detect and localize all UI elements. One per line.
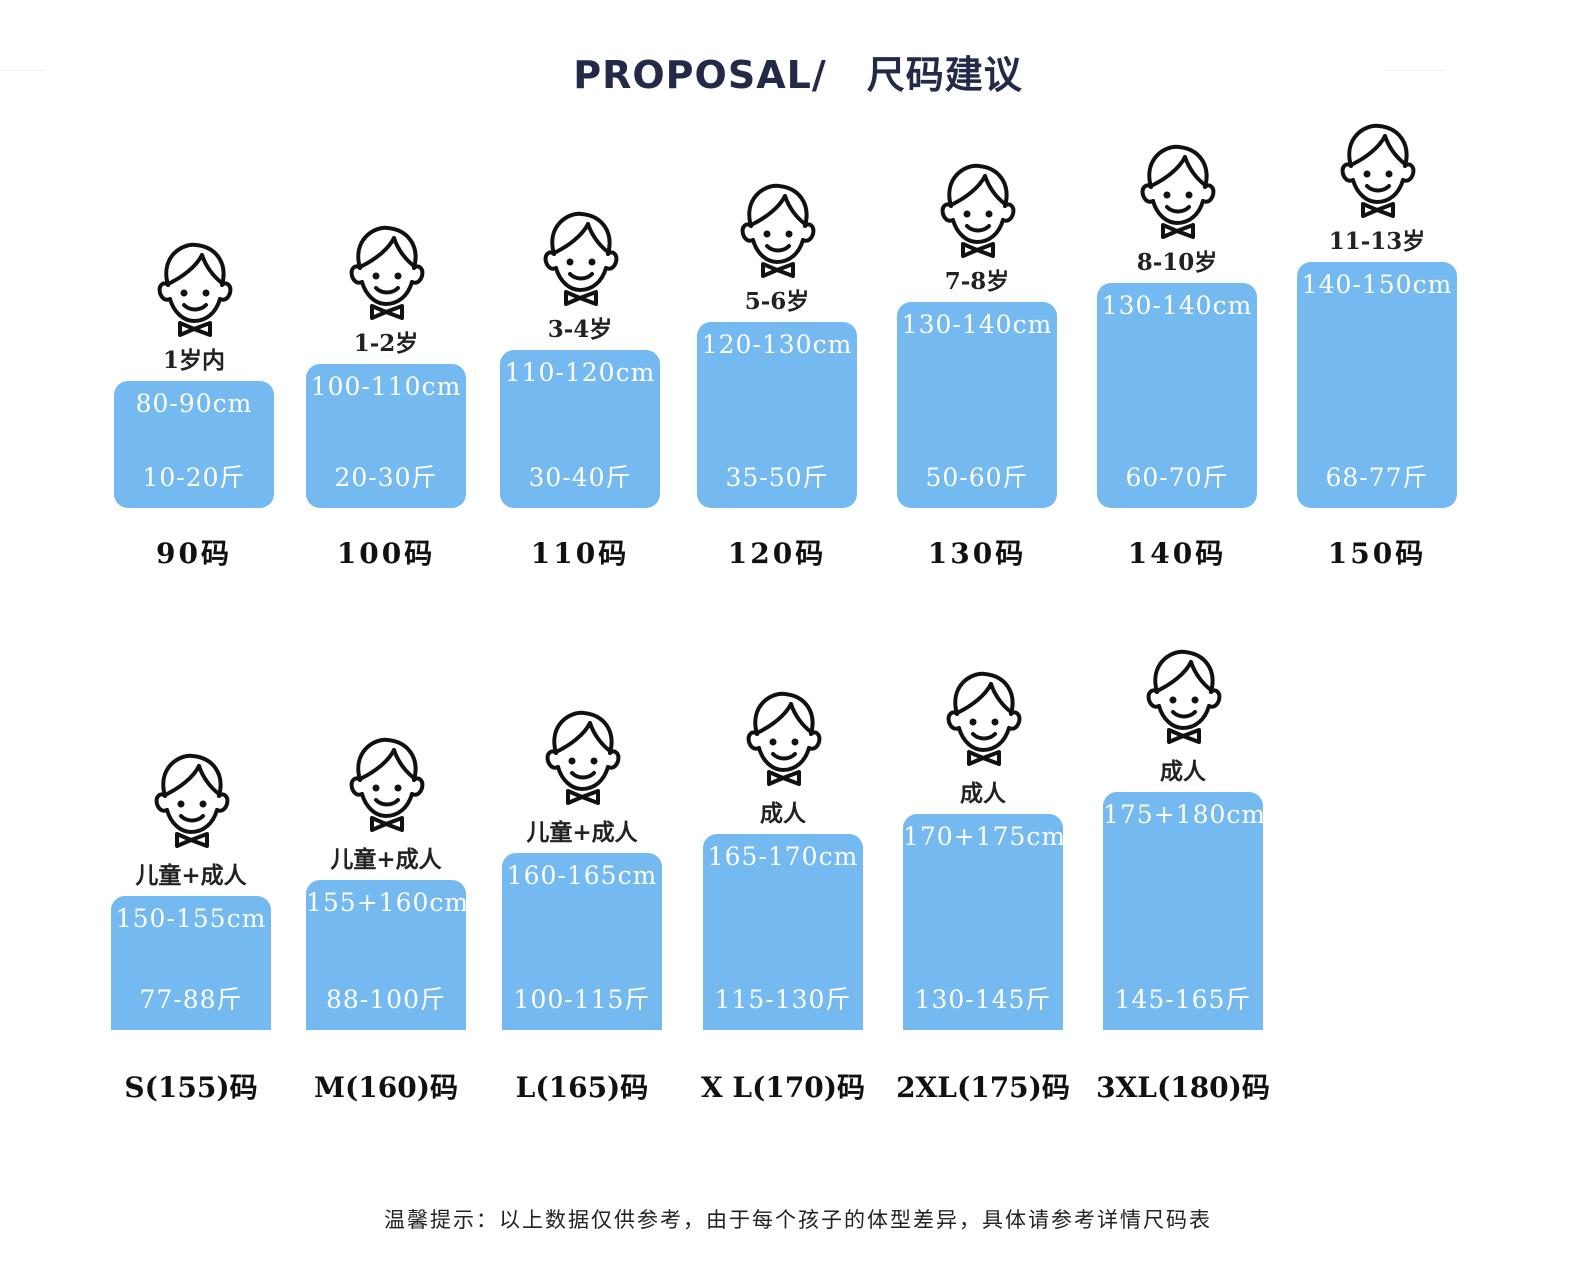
size-card: 175+180cm 145-165斤: [1103, 792, 1267, 1030]
age-label: 成人: [760, 800, 806, 827]
child-face-icon: [1135, 139, 1219, 239]
size-card: 80-90cm 10-20斤: [114, 381, 274, 508]
child-face-icon: [741, 686, 825, 786]
height-range: 165-170cm: [707, 842, 859, 871]
weight-range: 30-40斤: [528, 463, 632, 492]
height-range: 150-155cm: [115, 904, 267, 933]
child-face-icon: [1141, 644, 1225, 744]
height-range: 110-120cm: [504, 358, 656, 387]
age-label: 成人: [1160, 758, 1206, 785]
weight-range: 10-20斤: [142, 463, 246, 492]
weight-range: 100-115斤: [513, 985, 651, 1014]
size-label: 150码: [1327, 537, 1427, 570]
page-title-cn: 尺码建议: [866, 53, 1023, 97]
height-range: 175+180cm: [1103, 800, 1267, 829]
age-label: 5-6岁: [744, 288, 810, 315]
page-title: PROPOSAL/尺码建议: [0, 44, 1596, 99]
size-label: 110码: [530, 537, 630, 570]
child-face-icon: [149, 748, 233, 848]
divider-right: [1383, 70, 1445, 71]
child-face-icon: [344, 732, 428, 832]
weight-range: 115-130斤: [714, 985, 852, 1014]
age-label: 7-8岁: [944, 268, 1010, 295]
size-card: 150-155cm 77-88斤: [111, 896, 271, 1030]
weight-range: 50-60斤: [925, 463, 1029, 492]
page-title-en: PROPOSAL/: [573, 53, 827, 97]
weight-range: 130-145斤: [914, 985, 1052, 1014]
size-card: 110-120cm 30-40斤: [500, 350, 660, 508]
age-label: 成人: [960, 780, 1006, 807]
height-range: 120-130cm: [701, 330, 853, 359]
age-label: 3-4岁: [547, 316, 613, 343]
weight-range: 77-88斤: [139, 985, 243, 1014]
weight-range: 145-165斤: [1114, 985, 1252, 1014]
size-card: 130-140cm 50-60斤: [897, 302, 1057, 508]
size-card: 120-130cm 35-50斤: [697, 322, 857, 508]
child-face-icon: [538, 206, 622, 306]
size-card: 170+175cm 130-145斤: [903, 814, 1067, 1030]
size-label: 100码: [336, 537, 436, 570]
size-label: 120码: [727, 537, 827, 570]
weight-range: 88-100斤: [326, 985, 446, 1014]
size-label: 130码: [927, 537, 1027, 570]
size-label: S(155)码: [124, 1071, 258, 1104]
size-card: 160-165cm 100-115斤: [502, 853, 662, 1030]
size-card: 140-150cm 68-77斤: [1297, 262, 1457, 508]
age-label: 11-13岁: [1328, 228, 1426, 255]
child-face-icon: [152, 237, 236, 337]
size-label: 3XL(180)码: [1096, 1071, 1270, 1104]
age-label: 8-10岁: [1136, 249, 1218, 276]
size-card: 155+160cm 88-100斤: [306, 880, 470, 1030]
size-label: 90码: [156, 537, 232, 570]
size-card: 165-170cm 115-130斤: [703, 834, 863, 1030]
weight-range: 35-50斤: [725, 463, 829, 492]
age-label: 1岁内: [162, 347, 225, 374]
size-label: L(165)码: [515, 1071, 649, 1104]
divider-left: [0, 70, 45, 71]
child-face-icon: [735, 178, 819, 278]
height-range: 130-140cm: [1101, 291, 1253, 320]
size-card: 100-110cm 20-30斤: [306, 364, 466, 508]
height-range: 140-150cm: [1301, 270, 1453, 299]
weight-range: 68-77斤: [1325, 463, 1429, 492]
age-label: 儿童+成人: [135, 862, 247, 889]
size-card: 130-140cm 60-70斤: [1097, 283, 1257, 508]
size-label: 140码: [1127, 537, 1227, 570]
size-label: X L(170)码: [700, 1071, 866, 1104]
height-range: 155+160cm: [306, 888, 470, 917]
weight-range: 60-70斤: [1125, 463, 1229, 492]
height-range: 100-110cm: [310, 372, 462, 401]
weight-range: 20-30斤: [334, 463, 438, 492]
height-range: 80-90cm: [135, 389, 253, 418]
child-face-icon: [941, 666, 1025, 766]
height-range: 170+175cm: [903, 822, 1067, 851]
height-range: 160-165cm: [506, 861, 658, 890]
child-face-icon: [1335, 118, 1419, 218]
age-label: 儿童+成人: [330, 846, 442, 873]
child-face-icon: [344, 220, 428, 320]
child-face-icon: [935, 158, 1019, 258]
footer-tip: 温馨提示：以上数据仅供参考，由于每个孩子的体型差异，具体请参考详情尺码表: [384, 1208, 1212, 1232]
child-face-icon: [540, 705, 624, 805]
height-range: 130-140cm: [901, 310, 1053, 339]
age-label: 儿童+成人: [526, 819, 638, 846]
age-label: 1-2岁: [353, 330, 419, 357]
size-label: M(160)码: [314, 1071, 458, 1104]
size-label: 2XL(175)码: [896, 1071, 1070, 1104]
